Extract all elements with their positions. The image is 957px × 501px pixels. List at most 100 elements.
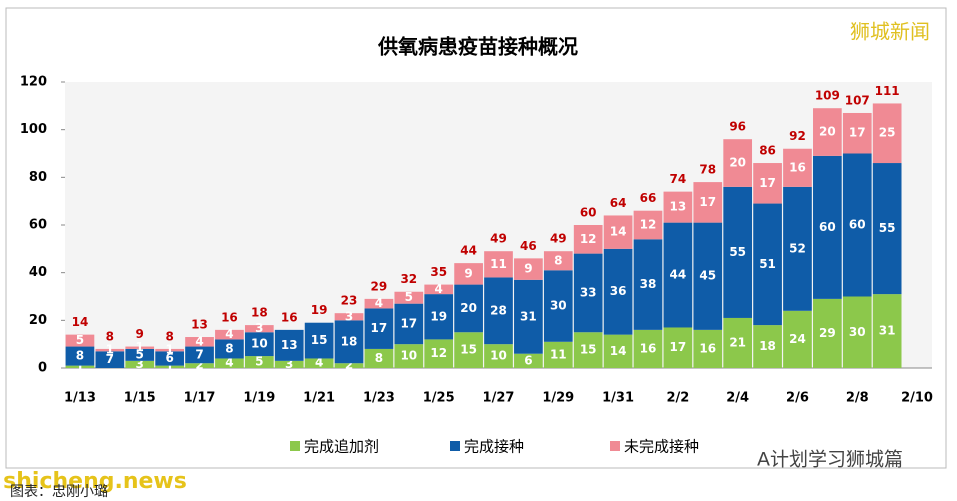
- total-label: 66: [640, 191, 657, 205]
- chart-title: 供氧病患疫苗接种概况: [377, 35, 578, 59]
- data-label: 4: [225, 356, 233, 370]
- data-label: 16: [699, 341, 716, 355]
- bar-segment: [484, 277, 513, 345]
- data-label: 12: [580, 232, 597, 246]
- x-tick-label: 1/23: [363, 391, 395, 406]
- data-label: 1: [165, 343, 173, 357]
- x-tick-label: 2/8: [846, 391, 869, 406]
- bar-segment: [364, 308, 394, 349]
- bar-segment: [723, 139, 753, 187]
- x-tick-label: 2/6: [786, 391, 809, 406]
- data-label: 15: [311, 333, 328, 347]
- x-tick-label: 1/17: [184, 391, 216, 406]
- bar-segment: [633, 329, 663, 368]
- legend-label: 完成追加剂: [304, 438, 379, 456]
- data-label: 5: [405, 290, 413, 304]
- data-label: 52: [789, 241, 806, 255]
- bar-segment: [244, 332, 274, 357]
- bar-segment: [783, 310, 812, 368]
- bar-segment: [693, 182, 723, 223]
- data-label: 31: [520, 309, 537, 323]
- data-label: 15: [580, 343, 597, 357]
- bar-segment: [155, 348, 184, 352]
- total-label: 44: [460, 244, 477, 258]
- bar-segment: [215, 329, 244, 340]
- data-label: 12: [640, 218, 657, 232]
- data-label: 6: [524, 353, 532, 367]
- data-label: 10: [400, 349, 417, 363]
- bar-segment: [753, 203, 782, 326]
- data-label: 8: [375, 351, 383, 365]
- bar-segment: [454, 332, 483, 368]
- bar-segment: [65, 346, 95, 366]
- total-label: 13: [191, 318, 208, 332]
- bar-segment: [65, 334, 95, 347]
- total-label: 86: [759, 144, 776, 158]
- total-label: 64: [610, 196, 627, 210]
- bar-segment: [125, 348, 155, 361]
- bar-segment: [842, 153, 872, 297]
- bar-segment: [693, 329, 723, 368]
- watermark: shicheng.news: [3, 469, 187, 494]
- bar-segment: [185, 363, 214, 368]
- data-label: 29: [819, 326, 836, 340]
- bar-segment: [573, 253, 603, 333]
- bar-segment: [454, 284, 483, 333]
- bar-segment: [274, 329, 304, 361]
- data-label: 16: [640, 341, 657, 355]
- total-label: 78: [699, 163, 716, 177]
- data-label: 21: [729, 335, 746, 349]
- data-label: 28: [490, 303, 507, 317]
- data-label: 20: [729, 156, 746, 170]
- total-label: 74: [670, 172, 687, 186]
- bar-segment: [65, 365, 95, 368]
- data-label: 20: [819, 125, 836, 139]
- total-label: 8: [106, 329, 114, 343]
- bar-segment: [244, 356, 274, 368]
- bar-segment: [304, 358, 334, 368]
- data-label: 13: [281, 338, 298, 352]
- bar-segment: [543, 251, 573, 271]
- bar-segment: [842, 296, 872, 368]
- bar-segment: [813, 155, 842, 299]
- bar-segment: [603, 248, 633, 335]
- bar-segment: [514, 258, 543, 280]
- bar-segment: [484, 344, 513, 368]
- data-label: 18: [759, 339, 776, 353]
- legend-swatch: [610, 441, 620, 451]
- x-tick-label: 1/19: [243, 391, 275, 406]
- total-label: 19: [311, 303, 328, 317]
- x-tick-label: 2/4: [726, 391, 749, 406]
- data-label: 7: [106, 352, 114, 366]
- bar-segment: [454, 263, 483, 285]
- total-label: 18: [251, 306, 268, 320]
- data-label: 9: [524, 262, 532, 276]
- bar-segment: [842, 112, 872, 154]
- bar-segment: [813, 298, 842, 368]
- data-label: 51: [759, 257, 776, 271]
- bar-segment: [304, 322, 334, 359]
- bar-segment: [155, 365, 184, 368]
- data-label: 17: [371, 321, 388, 335]
- y-tick-label: 40: [29, 265, 47, 280]
- total-label: 49: [550, 232, 567, 246]
- bar-segment: [813, 108, 842, 156]
- bar-segment: [783, 186, 812, 311]
- data-label: 18: [341, 334, 358, 348]
- bar-segment: [394, 303, 424, 345]
- data-label: 11: [490, 257, 507, 271]
- total-label: 60: [580, 206, 597, 220]
- data-label: 8: [225, 341, 233, 355]
- bar-segment: [872, 103, 902, 164]
- total-label: 16: [221, 310, 238, 324]
- bar-segment: [514, 353, 543, 368]
- data-label: 3: [136, 357, 144, 371]
- y-tick-label: 80: [29, 170, 47, 185]
- bar-segment: [573, 332, 603, 368]
- data-label: 38: [640, 277, 657, 291]
- bar-segment: [723, 317, 753, 368]
- data-label: 12: [430, 346, 447, 360]
- bar-segment: [663, 327, 693, 368]
- data-label: 60: [819, 220, 836, 234]
- total-label: 29: [371, 279, 388, 293]
